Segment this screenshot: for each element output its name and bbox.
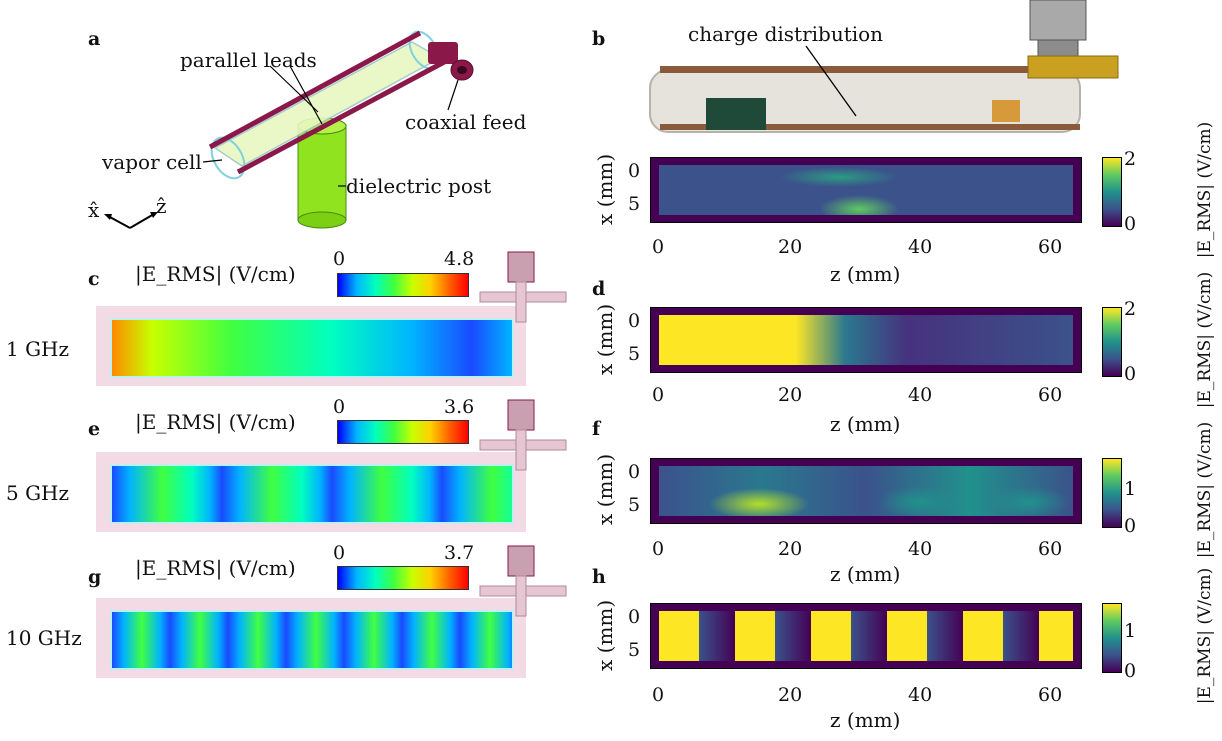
cbar-min-g: 0 [333,542,346,564]
cbar-tick-d-max: 2 [1124,298,1137,320]
jet-colorbar-c [337,273,469,297]
cbar-max-e: 3.6 [444,396,475,418]
coax-connector-e [479,399,567,471]
xtick-h-60: 60 [1038,684,1063,706]
xlabel-f: z (mm) [830,562,901,586]
freq-label-c: 1 GHz [6,337,70,361]
colorbar-b [1102,157,1122,227]
quantity-label-e: |E_RMS| (V/cm) [135,410,296,434]
sim-field-g [96,598,526,678]
annotation-dielectric-post: dielectric post [346,174,492,198]
xtick-h-0: 0 [652,684,665,706]
cbar-tick-f-min: 0 [1124,515,1137,537]
xtick-d-20: 20 [778,384,803,406]
sim-field-e [96,452,526,532]
vapor-cell-model-illustration [104,30,474,229]
xtick-h-20: 20 [778,684,803,706]
ytick-d-5: 5 [628,343,641,365]
ytick-h-5: 5 [628,639,641,661]
axis-z-hat: ẑ [156,194,167,218]
cell-photograph [649,0,1119,133]
coax-connector-g [479,545,567,617]
panel-label-b: b [592,28,606,50]
panel-label-e: e [88,418,101,440]
panel-label-g: g [88,566,102,588]
freq-label-e: 5 GHz [6,481,70,505]
ytick-f-0: 0 [628,461,641,483]
xtick-b-0: 0 [652,236,665,258]
xtick-b-20: 20 [778,236,803,258]
xtick-f-20: 20 [778,538,803,560]
heatmap-b [650,157,1082,223]
colorbar-h [1102,603,1122,673]
xlabel-h: z (mm) [830,708,901,732]
panel-label-h: h [592,566,606,588]
xtick-d-60: 60 [1038,384,1063,406]
cbar-tick-b-min: 0 [1124,213,1137,235]
sim-field-c [96,306,526,386]
cbar-tick-h-min: 0 [1124,660,1137,682]
annotation-vapor-cell: vapor cell [102,150,202,174]
ytick-f-5: 5 [628,494,641,516]
colorbar-f [1102,458,1122,528]
panel-label-c: c [88,268,100,290]
heatmap-d [650,307,1082,373]
jet-colorbar-g [337,566,469,590]
xtick-b-40: 40 [908,236,933,258]
jet-colorbar-e [337,420,469,444]
ylabel-d: x (mm) [593,303,617,375]
ylabel-f: x (mm) [593,453,617,525]
colorbar-d [1102,307,1122,377]
cbar-tick-h-max: 1 [1124,620,1137,642]
quantity-label-g: |E_RMS| (V/cm) [135,556,296,580]
xlabel-d: z (mm) [830,412,901,436]
ylabel-b: x (mm) [593,153,617,225]
ytick-d-0: 0 [628,310,641,332]
ylabel-h: x (mm) [593,599,617,671]
xtick-h-40: 40 [908,684,933,706]
heatmap-f [650,458,1082,524]
xtick-f-0: 0 [652,538,665,560]
xlabel-b: z (mm) [830,262,901,286]
cbar-min-e: 0 [333,396,346,418]
cbar-tick-b-max: 2 [1124,148,1137,170]
cbar-min-c: 0 [333,248,346,270]
panel-label-a: a [88,28,101,50]
annotation-charge-distribution: charge distribution [688,22,884,46]
heatmap-h [650,603,1082,669]
xtick-d-40: 40 [908,384,933,406]
annotation-coaxial-feed: coaxial feed [405,110,527,134]
freq-label-g: 10 GHz [6,626,82,650]
quantity-label-c: |E_RMS| (V/cm) [135,262,296,286]
axis-x-hat: x̂ [88,198,100,222]
cbar-label-d: |E_RMS| (V/cm) [1195,271,1215,409]
panel-label-f: f [592,418,601,440]
xtick-f-40: 40 [908,538,933,560]
xtick-f-60: 60 [1038,538,1063,560]
ytick-h-0: 0 [628,606,641,628]
cbar-max-c: 4.8 [444,248,475,270]
cbar-label-b: |E_RMS| (V/cm) [1195,121,1215,259]
ytick-b-0: 0 [628,160,641,182]
xtick-d-0: 0 [652,384,665,406]
xtick-b-60: 60 [1038,236,1063,258]
cbar-label-h: |E_RMS| (V/cm) [1195,567,1215,705]
cbar-tick-d-min: 0 [1124,363,1137,385]
cbar-tick-f-max: 1 [1124,478,1137,500]
ytick-b-5: 5 [628,193,641,215]
annotation-parallel-leads: parallel leads [180,48,317,72]
cbar-label-f: |E_RMS| (V/cm) [1195,421,1215,559]
coax-connector-c [479,251,567,323]
cbar-max-g: 3.7 [444,542,475,564]
panel-label-d: d [592,278,606,300]
